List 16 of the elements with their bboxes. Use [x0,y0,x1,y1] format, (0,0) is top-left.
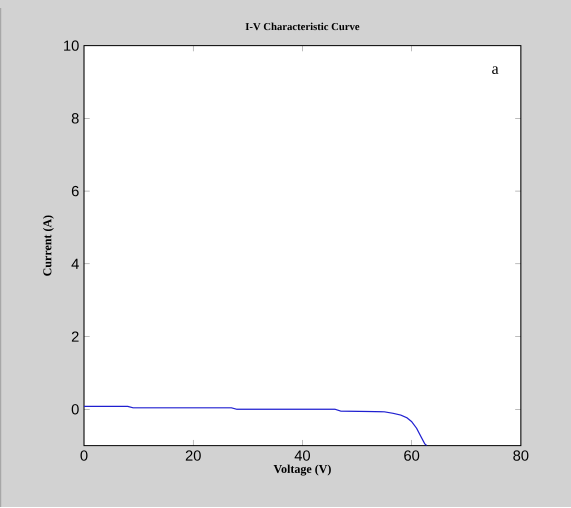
x-tick-label: 60 [404,450,420,461]
y-tick-label: 0 [72,404,79,415]
y-tick-label: 4 [71,258,79,270]
y-tick-label: 6 [72,186,79,196]
x-tick-label: 40 [294,450,310,461]
y-axis-title: Current (A) [42,216,54,276]
x-axis-title: Voltage (V) [274,464,331,476]
x-tick-label: 0 [80,450,88,461]
y-tick-label: 8 [72,113,79,124]
chart-title: I-V Characteristic Curve [246,22,360,30]
y-tick-label: 2 [72,332,79,342]
annotation: a [492,66,498,74]
y-tick-label: 10 [64,40,79,51]
x-tick-label: 20 [186,450,201,461]
line-series [84,406,428,446]
x-tick-label: 80 [513,450,528,461]
